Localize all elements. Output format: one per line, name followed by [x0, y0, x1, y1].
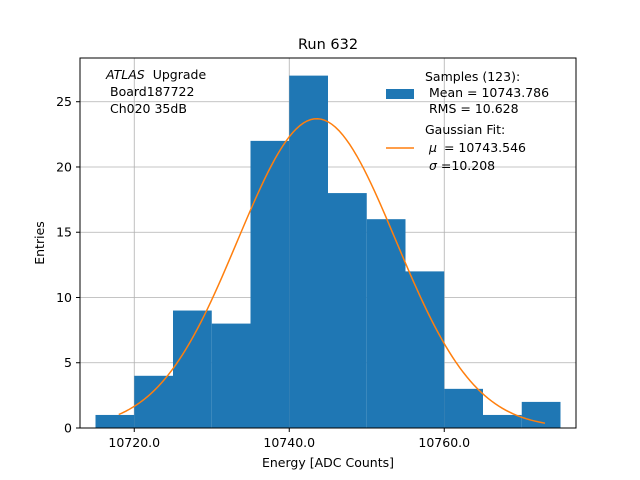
y-tick-label: 20: [56, 159, 72, 174]
svg-text:ATLAS Upgrade: ATLAS Upgrade: [105, 67, 206, 82]
y-tick-label: 10: [56, 290, 72, 305]
x-axis-label: Energy [ADC Counts]: [262, 455, 394, 470]
plot-frame: [79, 57, 577, 429]
legend-mu-symbol: μ: [428, 140, 437, 155]
y-tick-label: 0: [64, 421, 72, 436]
legend-rms-label: RMS = 10.628: [429, 101, 519, 116]
svg-text:σ =10.208: σ =10.208: [429, 158, 495, 173]
histogram-bar: [405, 271, 445, 428]
channel-label: Ch020 35dB: [110, 101, 187, 116]
histogram-bar: [289, 75, 328, 428]
histogram-bar: [95, 414, 135, 428]
y-axis-ticks: 0 5 10 15 20 25: [56, 94, 80, 436]
legend-mu-value: = 10743.546: [444, 140, 526, 155]
x-axis-ticks: 10720.0 10740.0 10760.0: [108, 428, 470, 450]
gaussian-fit-curve: [118, 117, 546, 424]
legend-sigma-value: =10.208: [441, 158, 495, 173]
legend-fit-label: Gaussian Fit:: [425, 122, 505, 137]
x-tick-label: 10760.0: [418, 435, 470, 450]
legend-mean-label: Mean = 10743.786: [429, 85, 549, 100]
y-tick-label: 15: [56, 225, 72, 240]
legend-sigma-symbol: σ: [429, 158, 438, 173]
board-label: Board187722: [110, 84, 194, 99]
histogram-bar: [444, 388, 483, 428]
histogram-bar: [483, 414, 522, 428]
histogram-bar: [173, 310, 212, 428]
histogram-bar: [328, 193, 367, 428]
atlas-annotation: ATLAS Upgrade Board187722 Ch020 35dB: [105, 67, 206, 116]
legend: Samples (123): Mean = 10743.786 RMS = 10…: [386, 69, 549, 173]
atlas-label: ATLAS: [105, 67, 145, 82]
x-tick-label: 10720.0: [108, 435, 160, 450]
legend-samples-label: Samples (123):: [425, 69, 520, 84]
upgrade-label: Upgrade: [153, 67, 207, 82]
y-axis-label: Entries: [32, 221, 47, 265]
x-tick-label: 10740.0: [263, 435, 315, 450]
histogram-bar: [366, 219, 406, 428]
legend-histogram-swatch: [386, 89, 414, 99]
svg-text:μ = 10743.546: μ = 10743.546: [428, 140, 526, 155]
y-tick-label: 5: [64, 355, 72, 370]
y-tick-label: 25: [56, 94, 72, 109]
histogram-bar: [250, 140, 290, 428]
chart-title: Run 632: [298, 37, 358, 53]
histogram-bar: [521, 401, 561, 428]
histogram-bar: [211, 323, 251, 428]
